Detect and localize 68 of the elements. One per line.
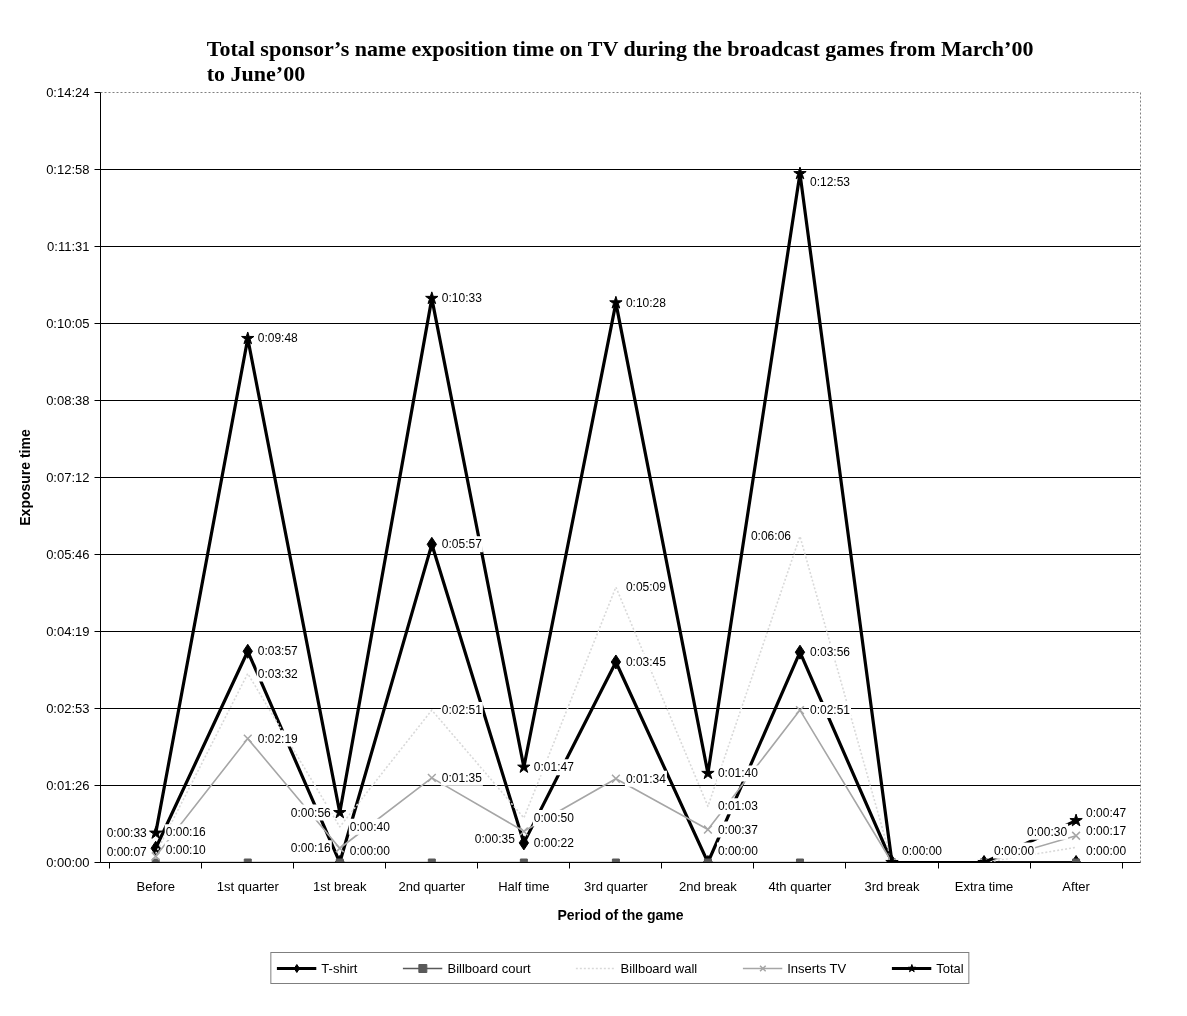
data-label: 0:00:00 (994, 843, 1035, 858)
y-tick-label: 0:01:26 (46, 778, 90, 793)
legend-label: Billboard court (447, 960, 531, 976)
data-label: 0:01:34 (625, 771, 667, 786)
data-label: 0:03:32 (257, 666, 299, 681)
data-label: 0:00:22 (533, 835, 575, 850)
data-label: 0:00:40 (349, 819, 391, 834)
y-tick-label: 0:04:19 (46, 624, 90, 639)
x-tick-label: After (1062, 878, 1091, 894)
y-tick-label: 0:10:05 (46, 316, 90, 331)
data-label: 0:10:33 (441, 291, 483, 306)
data-label: 0:06:06 (750, 529, 792, 544)
legend-label: Total (936, 960, 964, 976)
data-label: 0:02:51 (809, 703, 851, 718)
x-tick-label: Half time (498, 878, 550, 894)
y-tick-label: 0:07:12 (46, 470, 90, 485)
x-tick-label: 1st break (313, 878, 368, 894)
x-axis-title: Period of the game (557, 906, 684, 923)
legend-label: Inserts TV (787, 960, 847, 976)
y-tick-label: 0:11:31 (47, 239, 90, 254)
data-label: 0:12:53 (809, 174, 851, 189)
data-label: 0:05:09 (625, 580, 667, 595)
y-tick-label: 0:12:58 (46, 162, 90, 177)
data-label: 0:00:33 (106, 826, 148, 841)
data-label: 0:00:16 (165, 825, 207, 840)
data-label: 0:00:00 (902, 843, 943, 858)
legend-label: T-shirt (321, 960, 358, 976)
data-label: 0:00:16 (290, 841, 332, 856)
x-tick-label: 3rd break (864, 878, 920, 894)
data-label: 0:00:00 (1086, 843, 1127, 858)
data-label: 0:00:47 (1086, 805, 1127, 820)
data-label: 0:10:28 (625, 295, 667, 310)
x-tick-label: 3rd quarter (584, 878, 649, 894)
chart-title: Total sponsor’s name exposition time on TV during the broadcast games from March’00 to June’00 (206, 35, 1034, 86)
data-label: 0:00:30 (1027, 824, 1068, 839)
data-label: 0:09:48 (257, 331, 299, 346)
data-label: 0:01:40 (717, 766, 759, 781)
data-label: 0:00:37 (717, 822, 759, 837)
data-label: 0:03:56 (809, 645, 851, 660)
x-tick-label: 1st quarter (216, 878, 280, 894)
data-label: 0:00:56 (290, 805, 332, 820)
x-tick-label: 2nd break (679, 878, 738, 894)
data-label: 0:00:35 (474, 832, 516, 847)
y-axis-title: Exposure time (17, 429, 34, 526)
data-label: 0:00:00 (349, 843, 391, 858)
x-tick-label: Extra time (954, 878, 1014, 894)
data-label: 0:01:47 (533, 760, 575, 775)
y-tick-label: 0:00:00 (46, 855, 90, 870)
y-tick-label: 0:08:38 (46, 393, 90, 408)
x-tick-label: Before (136, 878, 175, 894)
data-label: 0:03:45 (625, 654, 667, 669)
data-label: 0:05:57 (441, 537, 483, 552)
data-label: 0:00:00 (717, 843, 759, 858)
y-tick-label: 0:05:46 (46, 547, 90, 562)
legend-label: Billboard wall (620, 960, 698, 976)
data-label: 0:00:50 (533, 810, 575, 825)
data-label: 0:00:17 (1086, 824, 1127, 839)
y-tick-label: 0:02:53 (46, 701, 90, 716)
x-tick-label: 2nd quarter (398, 878, 466, 894)
data-label: 0:01:03 (717, 799, 759, 814)
data-label: 0:00:07 (106, 845, 148, 860)
data-label: 0:02:51 (441, 703, 483, 718)
data-label: 0:00:10 (165, 842, 207, 857)
data-label: 0:01:35 (441, 770, 483, 785)
y-tick-label: 0:14:24 (46, 85, 90, 100)
x-tick-label: 4th quarter (768, 878, 833, 894)
data-label: 0:03:57 (257, 644, 299, 659)
data-label: 0:02:19 (257, 731, 299, 746)
